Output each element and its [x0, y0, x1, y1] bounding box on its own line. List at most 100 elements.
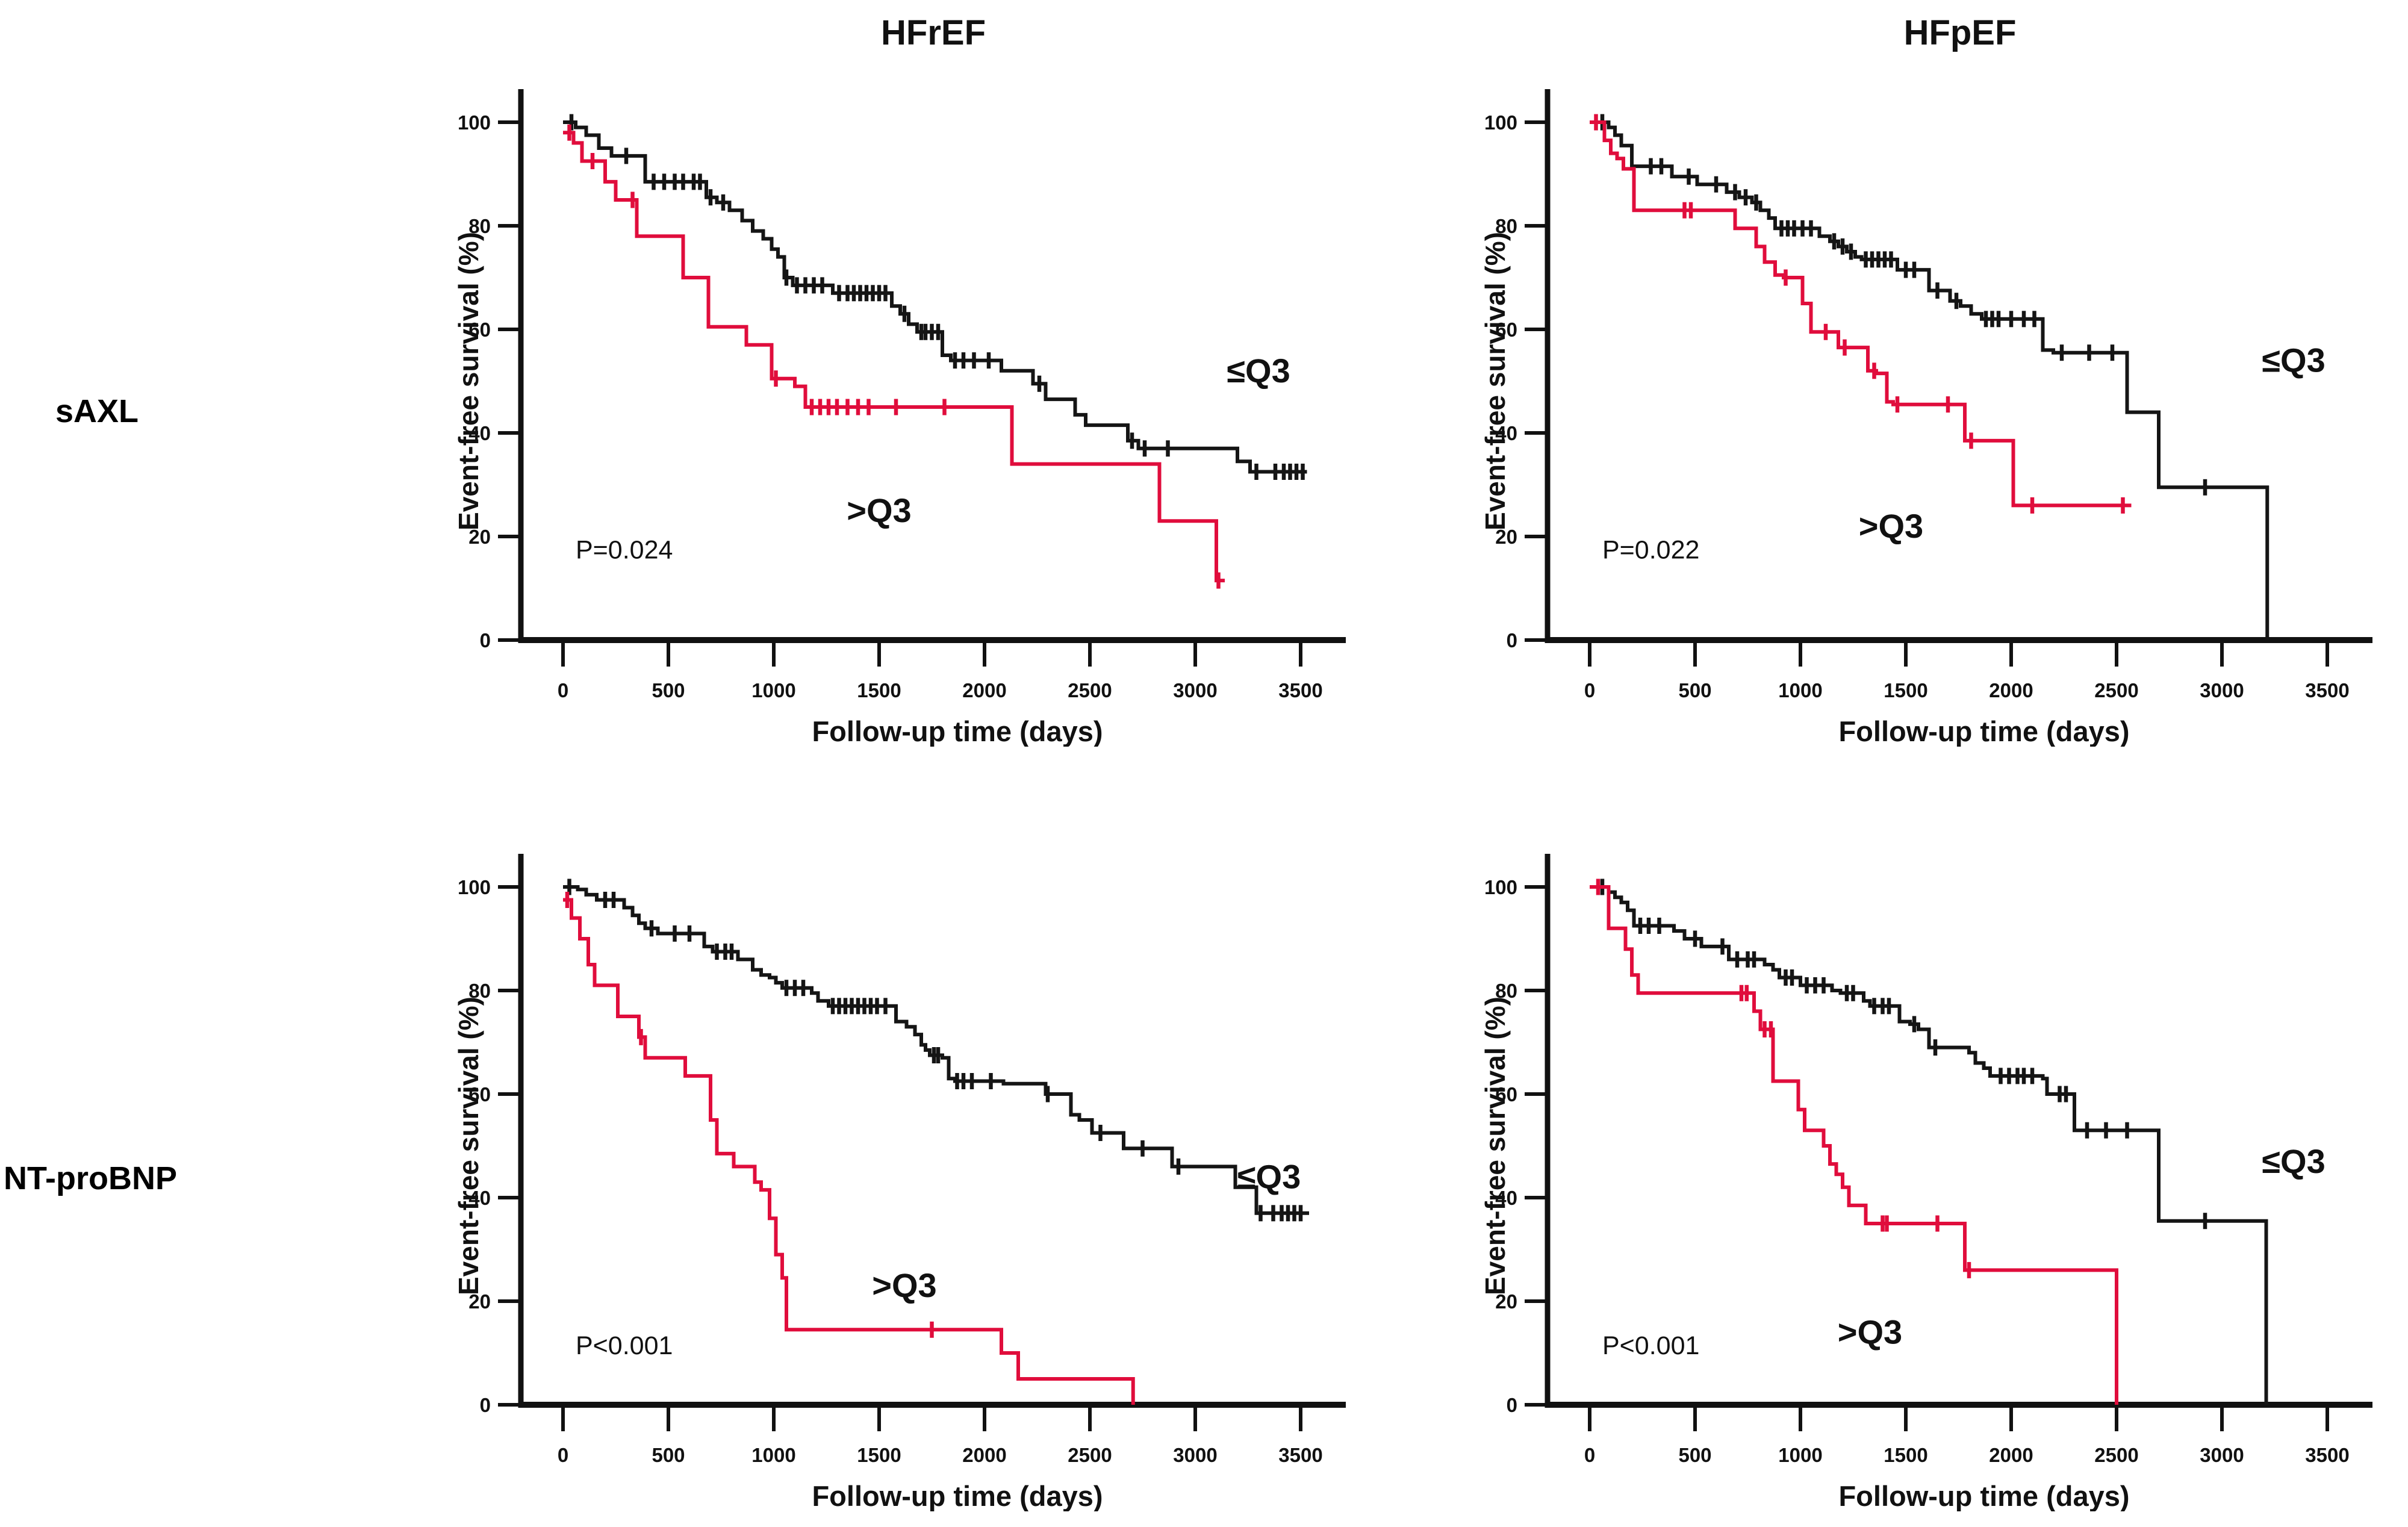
- x-tick-label: 2500: [1068, 679, 1112, 701]
- group-label-le-q3: ≤Q3: [1237, 1158, 1301, 1196]
- x-tick-label: 1000: [1778, 1444, 1822, 1466]
- x-tick-label: 2500: [1068, 1444, 1112, 1466]
- y-tick-label: 100: [1484, 876, 1517, 898]
- x-tick-label: 0: [558, 679, 568, 701]
- x-tick-label: 1500: [857, 679, 901, 701]
- y-tick-label: 100: [458, 111, 491, 134]
- x-axis-title: Follow-up time (days): [1838, 1480, 2129, 1511]
- x-tick-label: 3000: [2200, 679, 2244, 701]
- y-tick-label: 60: [468, 319, 491, 341]
- p-value-label: P<0.001: [1602, 1331, 1699, 1360]
- km-chart-ntprobnp-hfref: 0 500 1000 1500 2000 2500 3000 3500 0 20 40 60 80 100…: [452, 765, 1379, 1512]
- y-axis-title: Event-free survival (%): [453, 997, 484, 1295]
- chart-title: HFpEF: [1904, 13, 2017, 52]
- km-chart-saxl-hfref: 0 500 1000 1500 2000 2500 3000 3500 0 20 40 60 80 100…: [452, 0, 1379, 747]
- x-tick-label: 2500: [2094, 1444, 2138, 1466]
- km-curve-gt-q3: [1590, 120, 2132, 508]
- km-curve-gt-q3: [1590, 885, 2118, 1405]
- y-tick-label: 80: [468, 980, 491, 1002]
- y-tick-label: 100: [458, 876, 491, 898]
- x-tick-label: 3500: [2305, 1444, 2349, 1466]
- y-tick-label: 20: [1495, 1290, 1517, 1313]
- x-axis-title: Follow-up time (days): [812, 715, 1103, 747]
- km-plot-ntprobnp-hfpef: 0 500 1000 1500 2000 2500 3000 3500 0 20 40 60 80 100…: [1479, 854, 2372, 1512]
- y-tick-label: 60: [468, 1083, 491, 1106]
- x-tick-label: 2500: [2094, 679, 2138, 701]
- x-tick-label: 1500: [1884, 1444, 1927, 1466]
- row-label-saxl: sAXL: [55, 393, 139, 429]
- x-tick-label: 3500: [2305, 679, 2349, 701]
- x-tick-label: 500: [652, 1444, 685, 1466]
- censor-ticks-gt-q3: [567, 124, 1221, 589]
- group-label-gt-q3: >Q3: [1859, 507, 1923, 545]
- y-tick-label: 20: [468, 1290, 491, 1313]
- row-label-ntprobnp: NT-proBNP: [4, 1160, 177, 1196]
- y-axis-title: Event-free survival (%): [1479, 232, 1511, 530]
- km-chart-ntprobnp-hfpef: 0 500 1000 1500 2000 2500 3000 3500 0 20 40 60 80 100…: [1478, 765, 2406, 1512]
- y-tick-label: 60: [1495, 1083, 1517, 1106]
- km-curve-gt-q3: [563, 898, 1135, 1405]
- x-tick-label: 500: [1678, 679, 1711, 701]
- y-tick-label: 0: [1507, 1394, 1517, 1416]
- y-tick-label: 20: [468, 526, 491, 548]
- x-tick-label: 500: [652, 679, 685, 701]
- x-tick-label: 0: [1584, 1444, 1595, 1466]
- censor-ticks-gt-q3: [1594, 114, 2125, 514]
- x-tick-label: 3500: [1278, 679, 1322, 701]
- km-curve-gt-q3: [563, 131, 1225, 583]
- km-curve-le-q3: [563, 885, 1309, 1215]
- censor-ticks-le-q3: [567, 879, 1303, 1222]
- x-tick-label: 0: [558, 1444, 568, 1466]
- x-tick-label: 1000: [1778, 679, 1822, 701]
- x-tick-label: 0: [1584, 679, 1595, 701]
- km-plot-saxl-hfpef: 0 500 1000 1500 2000 2500 3000 3500 0 20 40 60 80 100…: [1479, 13, 2372, 747]
- censor-ticks-gt-q3: [1596, 879, 1971, 1278]
- y-tick-label: 40: [468, 422, 491, 444]
- y-tick-label: 0: [480, 1394, 491, 1416]
- x-tick-label: 1000: [751, 679, 795, 701]
- y-tick-label: 80: [1495, 215, 1517, 237]
- y-tick-label: 40: [1495, 422, 1517, 444]
- x-tick-label: 3000: [2200, 1444, 2244, 1466]
- x-axis-title: Follow-up time (days): [1838, 715, 2129, 747]
- x-tick-label: 500: [1678, 1444, 1711, 1466]
- x-tick-label: 1000: [751, 1444, 795, 1466]
- y-axis-title: Event-free survival (%): [1479, 997, 1511, 1295]
- km-curve-le-q3: [1590, 120, 2270, 640]
- x-tick-label: 2000: [1989, 679, 2033, 701]
- x-tick-label: 1500: [1884, 679, 1927, 701]
- group-label-le-q3: ≤Q3: [2262, 1142, 2325, 1180]
- km-plot-ntprobnp-hfref: 0 500 1000 1500 2000 2500 3000 3500 0 20 40 60 80 100…: [453, 854, 1346, 1512]
- x-tick-label: 1500: [857, 1444, 901, 1466]
- x-axis-title: Follow-up time (days): [812, 1480, 1103, 1511]
- group-label-gt-q3: >Q3: [1838, 1313, 1902, 1351]
- censor-ticks-le-q3: [1600, 879, 2207, 1230]
- p-value-label: P<0.001: [576, 1331, 673, 1360]
- group-label-gt-q3: >Q3: [847, 491, 911, 529]
- x-tick-label: 3000: [1173, 679, 1217, 701]
- group-label-le-q3: ≤Q3: [2262, 341, 2325, 379]
- censor-ticks-gt-q3: [565, 892, 934, 1338]
- y-axis-title: Event-free survival (%): [453, 232, 484, 530]
- y-tick-label: 0: [1507, 629, 1517, 652]
- y-tick-label: 80: [468, 215, 491, 237]
- x-tick-label: 2000: [1989, 1444, 2033, 1466]
- km-curve-le-q3: [1590, 885, 2268, 1405]
- x-tick-label: 2000: [962, 679, 1006, 701]
- x-tick-label: 3000: [1173, 1444, 1217, 1466]
- censor-ticks-le-q3: [1600, 114, 2207, 496]
- group-label-le-q3: ≤Q3: [1227, 352, 1290, 390]
- y-tick-label: 60: [1495, 319, 1517, 341]
- y-tick-label: 0: [480, 629, 491, 652]
- y-tick-label: 20: [1495, 526, 1517, 548]
- p-value-label: P=0.022: [1602, 536, 1699, 565]
- y-tick-label: 40: [1495, 1187, 1517, 1209]
- y-tick-label: 100: [1484, 111, 1517, 134]
- y-tick-label: 80: [1495, 980, 1517, 1002]
- censor-ticks-le-q3: [569, 114, 1305, 480]
- chart-title: HFrEF: [881, 13, 986, 52]
- x-tick-label: 2000: [962, 1444, 1006, 1466]
- group-label-gt-q3: >Q3: [872, 1266, 936, 1304]
- km-chart-saxl-hfpef: 0 500 1000 1500 2000 2500 3000 3500 0 20 40 60 80 100…: [1478, 0, 2406, 747]
- p-value-label: P=0.024: [576, 536, 673, 565]
